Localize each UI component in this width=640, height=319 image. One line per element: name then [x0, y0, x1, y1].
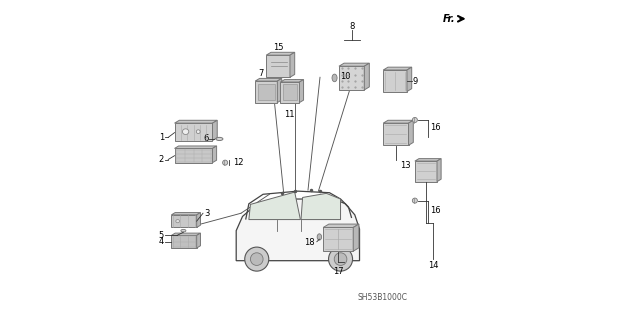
- Text: 15: 15: [273, 43, 283, 52]
- Text: 12: 12: [233, 158, 244, 167]
- Text: 1: 1: [159, 133, 164, 142]
- Text: 17: 17: [333, 267, 344, 276]
- Polygon shape: [339, 66, 364, 90]
- Polygon shape: [290, 52, 294, 77]
- Polygon shape: [196, 212, 200, 227]
- Text: 11: 11: [284, 109, 294, 119]
- Polygon shape: [196, 233, 200, 248]
- Text: 4: 4: [159, 237, 164, 246]
- Polygon shape: [437, 159, 441, 182]
- Polygon shape: [353, 224, 359, 251]
- Text: 13: 13: [400, 161, 411, 170]
- Ellipse shape: [216, 137, 223, 141]
- Polygon shape: [323, 224, 359, 227]
- Circle shape: [244, 247, 269, 271]
- Text: 6: 6: [203, 134, 209, 144]
- Polygon shape: [266, 55, 290, 77]
- Text: SH53B1000C: SH53B1000C: [358, 293, 408, 301]
- Circle shape: [412, 198, 417, 203]
- Ellipse shape: [182, 129, 189, 135]
- Bar: [258, 84, 275, 100]
- Polygon shape: [175, 120, 217, 123]
- Polygon shape: [280, 79, 303, 82]
- Polygon shape: [383, 70, 407, 92]
- Polygon shape: [339, 63, 369, 66]
- Text: 18: 18: [304, 238, 315, 247]
- Circle shape: [334, 253, 347, 265]
- Circle shape: [328, 247, 353, 271]
- Polygon shape: [415, 159, 441, 161]
- Bar: [283, 84, 297, 100]
- Circle shape: [250, 253, 263, 265]
- Text: 16: 16: [430, 123, 441, 132]
- Text: 7: 7: [259, 69, 264, 78]
- Polygon shape: [280, 82, 300, 103]
- Ellipse shape: [176, 219, 180, 223]
- Polygon shape: [172, 212, 200, 215]
- Polygon shape: [383, 120, 413, 123]
- Text: 16: 16: [430, 206, 441, 215]
- Ellipse shape: [196, 130, 200, 134]
- Ellipse shape: [317, 234, 321, 240]
- Text: 2: 2: [159, 155, 164, 164]
- Polygon shape: [212, 146, 216, 163]
- Circle shape: [223, 160, 228, 165]
- Polygon shape: [236, 199, 360, 261]
- Polygon shape: [415, 161, 437, 182]
- Text: 14: 14: [428, 261, 438, 270]
- Text: 9: 9: [413, 77, 418, 85]
- Polygon shape: [172, 233, 200, 235]
- Polygon shape: [249, 192, 300, 219]
- Polygon shape: [407, 67, 412, 92]
- Polygon shape: [277, 78, 282, 103]
- Text: 3: 3: [204, 209, 209, 218]
- Ellipse shape: [181, 229, 186, 232]
- Circle shape: [412, 117, 417, 122]
- Polygon shape: [175, 146, 216, 148]
- Polygon shape: [383, 67, 412, 70]
- Polygon shape: [266, 52, 294, 55]
- Polygon shape: [175, 148, 212, 163]
- Polygon shape: [408, 120, 413, 145]
- Text: 8: 8: [349, 22, 355, 31]
- Ellipse shape: [332, 74, 337, 82]
- Polygon shape: [172, 235, 196, 248]
- Polygon shape: [212, 120, 217, 141]
- Text: 10: 10: [340, 72, 351, 81]
- Polygon shape: [172, 215, 196, 227]
- Polygon shape: [383, 123, 408, 145]
- Polygon shape: [175, 123, 212, 141]
- Polygon shape: [255, 78, 282, 81]
- Text: Fr.: Fr.: [443, 14, 455, 24]
- Polygon shape: [300, 79, 303, 103]
- Polygon shape: [323, 227, 353, 251]
- Text: 5: 5: [159, 231, 164, 240]
- Polygon shape: [255, 81, 277, 103]
- Polygon shape: [364, 63, 369, 90]
- Polygon shape: [301, 193, 340, 219]
